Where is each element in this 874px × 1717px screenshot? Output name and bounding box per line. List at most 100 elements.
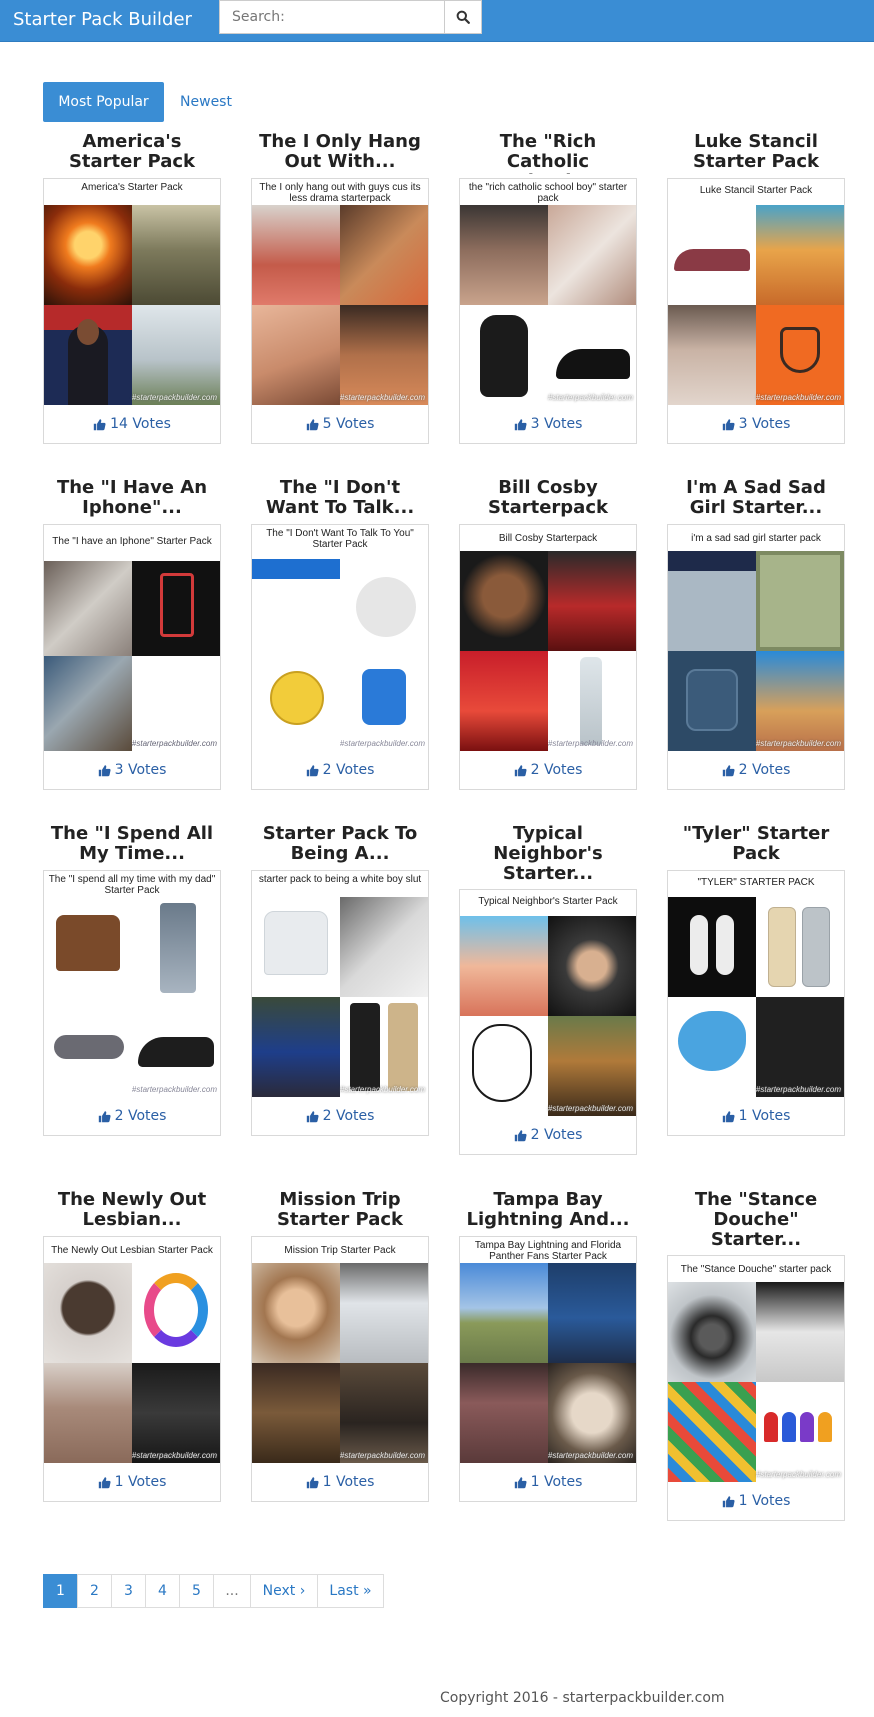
pack-thumbnail[interactable]: The "I Don't Want To Talk To You" Starte…	[251, 524, 429, 790]
pack-title[interactable]: The "Stance Douche" Starter...	[694, 1190, 818, 1250]
pack-thumbnail[interactable]: Mission Trip Starter Pack #starterpackbu…	[251, 1236, 429, 1502]
page-2[interactable]: 2	[77, 1574, 112, 1608]
votes-count[interactable]: 2 Votes	[460, 1116, 636, 1154]
pack-card[interactable]: Mission Trip Starter Pack Mission Trip S…	[251, 1190, 429, 1502]
thumbs-up-icon	[93, 418, 106, 430]
pack-thumbnail[interactable]: Tampa Bay Lightning and Florida Panther …	[459, 1236, 637, 1502]
votes-count[interactable]: 14 Votes	[44, 405, 220, 443]
votes-count[interactable]: 1 Votes	[44, 1463, 220, 1501]
pack-card[interactable]: The I Only Hang Out With... The I only h…	[251, 132, 429, 444]
watermark: #starterpackbuilder.com	[755, 393, 841, 402]
next-page-link[interactable]: Next ›	[250, 1574, 318, 1608]
pack-thumbnail[interactable]: The "I have an Iphone" Starter Pack #sta…	[43, 524, 221, 790]
votes-count[interactable]: 1 Votes	[668, 1482, 844, 1520]
page-4[interactable]: 4	[145, 1574, 180, 1608]
votes-count[interactable]: 1 Votes	[252, 1463, 428, 1501]
collage-image	[460, 916, 548, 1016]
pack-card[interactable]: Tampa Bay Lightning And... Tampa Bay Lig…	[459, 1190, 637, 1502]
pack-title[interactable]: Typical Neighbor's Starter...	[493, 824, 603, 884]
votes-label: 1 Votes	[738, 1493, 791, 1509]
pack-image-caption: "TYLER" STARTER PACK	[697, 877, 815, 888]
pack-image-caption: Bill Cosby Starterpack	[498, 533, 598, 544]
collage-image	[668, 897, 756, 997]
watermark: #starterpackbuilder.com	[755, 739, 841, 748]
pack-title[interactable]: The I Only Hang Out With...	[259, 132, 421, 172]
pack-thumbnail[interactable]: Luke Stancil Starter Pack #starterpackbu…	[667, 178, 845, 444]
pack-thumbnail[interactable]: The Newly Out Lesbian Starter Pack #star…	[43, 1236, 221, 1502]
tab-most-popular[interactable]: Most Popular	[43, 82, 164, 122]
pack-card[interactable]: Typical Neighbor's Starter... Typical Ne…	[459, 824, 637, 1155]
pack-card[interactable]: "Tyler" Starter Pack "TYLER" STARTER PAC…	[667, 824, 845, 1136]
page-5[interactable]: 5	[179, 1574, 214, 1608]
votes-label: 2 Votes	[530, 1127, 583, 1143]
votes-count[interactable]: 3 Votes	[44, 751, 220, 789]
collage-image	[252, 1263, 340, 1363]
pack-thumbnail[interactable]: The I only hang out with guys cus its le…	[251, 178, 429, 444]
search-button[interactable]	[444, 0, 482, 34]
pack-card[interactable]: America's Starter Pack America's Starter…	[43, 132, 221, 444]
pack-card[interactable]: Starter Pack To Being A... starter pack …	[251, 824, 429, 1136]
pack-title[interactable]: The "Rich Catholic School...	[499, 132, 597, 174]
page-1[interactable]: 1	[43, 1574, 78, 1608]
pack-card[interactable]: The "I Spend All My Time... The "I spend…	[43, 824, 221, 1136]
collage-image	[548, 916, 636, 1016]
collage-image	[756, 551, 844, 651]
votes-count[interactable]: 3 Votes	[668, 405, 844, 443]
pack-image-caption: starter pack to being a white boy slut	[258, 874, 422, 885]
pack-card[interactable]: Bill Cosby Starterpack Bill Cosby Starte…	[459, 478, 637, 790]
pack-card[interactable]: The Newly Out Lesbian... The Newly Out L…	[43, 1190, 221, 1502]
votes-count[interactable]: 1 Votes	[668, 1097, 844, 1135]
pack-title[interactable]: The Newly Out Lesbian...	[57, 1190, 207, 1230]
pack-card[interactable]: I'm A Sad Sad Girl Starter... i'm a sad …	[667, 478, 845, 790]
votes-label: 2 Votes	[114, 1108, 167, 1124]
pack-card[interactable]: The "I Have An Iphone"... The "I have an…	[43, 478, 221, 790]
pack-title[interactable]: The "I Have An Iphone"...	[56, 478, 208, 518]
pack-title[interactable]: The "I Don't Want To Talk...	[265, 478, 415, 518]
pack-title[interactable]: America's Starter Pack	[68, 132, 196, 172]
last-page-link[interactable]: Last »	[317, 1574, 384, 1608]
collage-image	[460, 1263, 548, 1363]
collage-image	[340, 1263, 428, 1363]
pack-thumbnail[interactable]: the "rich catholic school boy" starter p…	[459, 178, 637, 444]
pack-thumbnail[interactable]: starter pack to being a white boy slut #…	[251, 870, 429, 1136]
pack-title[interactable]: "Tyler" Starter Pack	[682, 824, 830, 864]
pack-title[interactable]: I'm A Sad Sad Girl Starter...	[686, 478, 826, 518]
votes-count[interactable]: 2 Votes	[460, 751, 636, 789]
pack-title[interactable]: The "I Spend All My Time...	[50, 824, 214, 864]
footer-copyright: Copyright 2016 - starterpackbuilder.com	[440, 1690, 725, 1706]
pack-card[interactable]: The "Rich Catholic School... the "rich c…	[459, 132, 637, 444]
brand-link[interactable]: Starter Pack Builder	[13, 9, 192, 30]
pack-thumbnail[interactable]: Bill Cosby Starterpack #starterpackbuild…	[459, 524, 637, 790]
pack-card[interactable]: The "I Don't Want To Talk... The "I Don'…	[251, 478, 429, 790]
pack-title[interactable]: Tampa Bay Lightning And...	[466, 1190, 630, 1230]
pack-title[interactable]: Bill Cosby Starterpack	[488, 478, 608, 518]
collage-image	[668, 305, 756, 405]
page-3[interactable]: 3	[111, 1574, 146, 1608]
pack-card[interactable]: The "Stance Douche" Starter... The "Stan…	[667, 1190, 845, 1521]
votes-count[interactable]: 2 Votes	[252, 751, 428, 789]
pack-title[interactable]: Mission Trip Starter Pack	[276, 1190, 404, 1230]
pack-title[interactable]: Luke Stancil Starter Pack	[692, 132, 820, 172]
pack-thumbnail[interactable]: The "Stance Douche" starter pack #starte…	[667, 1255, 845, 1521]
votes-count[interactable]: 2 Votes	[44, 1097, 220, 1135]
votes-count[interactable]: 2 Votes	[252, 1097, 428, 1135]
collage-image	[460, 1016, 548, 1116]
collage-image	[44, 305, 132, 405]
votes-count[interactable]: 3 Votes	[460, 405, 636, 443]
pack-title[interactable]: Starter Pack To Being A...	[262, 824, 418, 864]
pack-thumbnail[interactable]: America's Starter Pack #starterpackbuild…	[43, 178, 221, 444]
tab-newest[interactable]: Newest	[180, 94, 232, 110]
votes-count[interactable]: 1 Votes	[460, 1463, 636, 1501]
pack-thumbnail[interactable]: "TYLER" STARTER PACK #starterpackbuilder…	[667, 870, 845, 1136]
pack-thumbnail[interactable]: The "I spend all my time with my dad" St…	[43, 870, 221, 1136]
pack-thumbnail[interactable]: i'm a sad sad girl starter pack #starter…	[667, 524, 845, 790]
votes-count[interactable]: 2 Votes	[668, 751, 844, 789]
watermark: #starterpackbuilder.com	[339, 393, 425, 402]
collage-image	[460, 551, 548, 651]
watermark: #starterpackbuilder.com	[547, 393, 633, 402]
pack-card[interactable]: Luke Stancil Starter Pack Luke Stancil S…	[667, 132, 845, 444]
search-icon	[456, 10, 470, 24]
pack-thumbnail[interactable]: Typical Neighbor's Starter Pack #starter…	[459, 889, 637, 1155]
votes-count[interactable]: 5 Votes	[252, 405, 428, 443]
search-input[interactable]	[219, 0, 444, 34]
